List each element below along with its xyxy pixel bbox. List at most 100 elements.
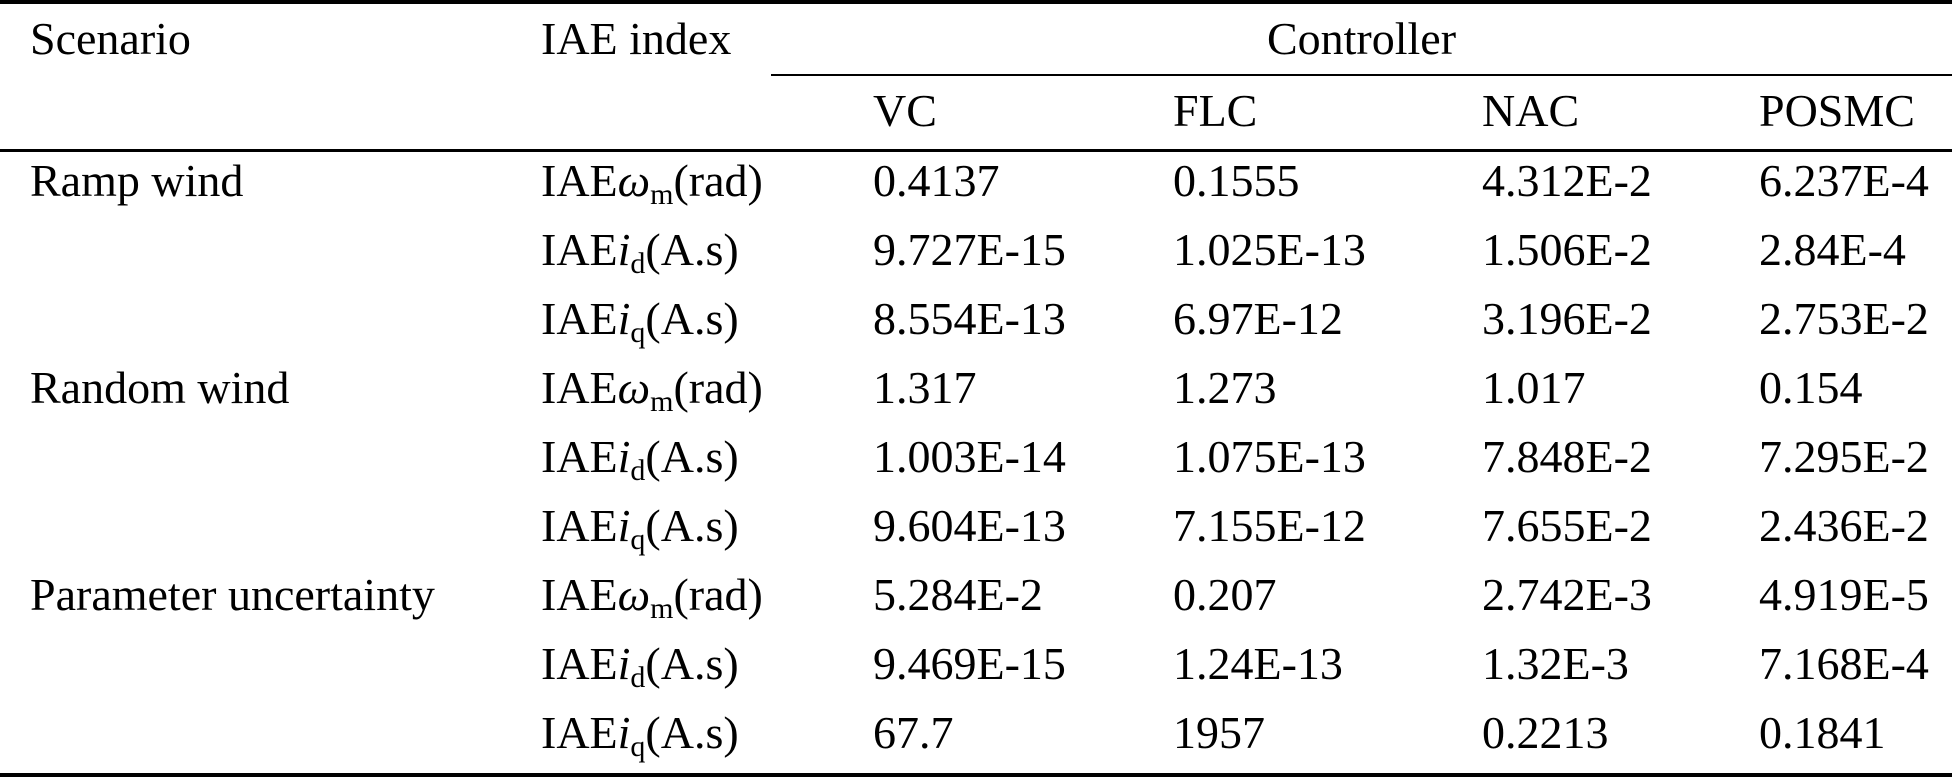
iae-index-label: IAEiq(A.s) [541, 707, 739, 763]
value-cell-flc: 1.075E-13 [1173, 431, 1366, 482]
col-header-nac: NAC [1482, 75, 1759, 152]
scenario-cell [0, 704, 541, 775]
table-body: Ramp wind IAEωm(rad) 0.4137 0.1555 4.312… [0, 151, 1952, 776]
table-row: IAEid(A.s) 9.469E-15 1.24E-13 1.32E-3 7.… [0, 635, 1952, 704]
iae-unit: (A.s) [645, 500, 739, 551]
iae-unit: (rad) [673, 362, 763, 413]
iae-subscript: m [650, 385, 674, 418]
scenario-cell: Ramp wind [0, 151, 541, 222]
iae-unit: (A.s) [645, 431, 739, 482]
iae-index-label: IAEωm(rad) [541, 569, 763, 625]
iae-prefix: IAE [541, 431, 618, 482]
value-cell-flc: 6.97E-12 [1173, 293, 1343, 344]
iae-prefix: IAE [541, 500, 618, 551]
iae-prefix: IAE [541, 638, 618, 689]
table-row: IAEiq(A.s) 8.554E-13 6.97E-12 3.196E-2 2… [0, 290, 1952, 359]
value-cell-posmc: 4.919E-5 [1759, 569, 1929, 620]
iae-index-cell: IAEωm(rad) [541, 566, 771, 635]
scenario-cell: Random wind [0, 359, 541, 428]
col-header-posmc: POSMC [1759, 75, 1952, 152]
iae-prefix: IAE [541, 293, 618, 344]
iae-subscript: m [650, 178, 674, 211]
value-cell-flc: 1957 [1173, 707, 1265, 758]
iae-index-cell: IAEiq(A.s) [541, 497, 771, 566]
iae-index-label: IAEid(A.s) [541, 431, 739, 487]
table-row: IAEid(A.s) 9.727E-15 1.025E-13 1.506E-2 … [0, 221, 1952, 290]
value-cell-vc: 5.284E-2 [873, 569, 1043, 620]
iae-symbol: i [617, 293, 631, 344]
value-cell-nac: 7.655E-2 [1482, 500, 1652, 551]
value-cell-vc: 1.317 [873, 362, 977, 413]
iae-unit: (rad) [673, 155, 763, 206]
table-row: Ramp wind IAEωm(rad) 0.4137 0.1555 4.312… [0, 151, 1952, 222]
value-cell-flc: 0.1555 [1173, 155, 1300, 206]
scenario-cell [0, 635, 541, 704]
iae-symbol: i [617, 500, 631, 551]
value-cell-posmc: 0.1841 [1759, 707, 1886, 758]
value-cell-vc: 1.003E-14 [873, 431, 1066, 482]
scenario-label: Random wind [30, 362, 290, 413]
iae-symbol: ω [617, 155, 651, 206]
iae-symbol: i [617, 638, 631, 689]
iae-unit: (A.s) [645, 638, 739, 689]
value-cell-posmc: 2.753E-2 [1759, 293, 1929, 344]
value-cell-nac: 2.742E-3 [1482, 569, 1652, 620]
iae-index-label: IAEid(A.s) [541, 638, 739, 694]
iae-prefix: IAE [541, 155, 618, 206]
iae-index-label: IAEωm(rad) [541, 155, 763, 211]
iae-index-cell: IAEωm(rad) [541, 359, 771, 428]
value-cell-posmc: 0.154 [1759, 362, 1863, 413]
iae-index-cell: IAEiq(A.s) [541, 704, 771, 775]
iae-subscript: d [630, 661, 646, 694]
table-row: IAEid(A.s) 1.003E-14 1.075E-13 7.848E-2 … [0, 428, 1952, 497]
value-cell-nac: 4.312E-2 [1482, 155, 1652, 206]
value-cell-flc: 1.273 [1173, 362, 1277, 413]
value-cell-flc: 1.24E-13 [1173, 638, 1343, 689]
value-cell-vc: 9.604E-13 [873, 500, 1066, 551]
iae-unit: (rad) [673, 569, 763, 620]
iae-index-label: IAEiq(A.s) [541, 293, 739, 349]
iae-index-cell: IAEωm(rad) [541, 151, 771, 222]
iae-unit: (A.s) [645, 707, 739, 758]
value-cell-flc: 7.155E-12 [1173, 500, 1366, 551]
scenario-cell: Parameter uncertainty [0, 566, 541, 635]
value-cell-vc: 8.554E-13 [873, 293, 1066, 344]
col-header-flc: FLC [1173, 75, 1482, 152]
iae-subscript: q [630, 523, 646, 556]
value-cell-nac: 3.196E-2 [1482, 293, 1652, 344]
iae-unit: (A.s) [645, 293, 739, 344]
iae-symbol: i [617, 431, 631, 482]
table-header: Scenario IAE index Controller VC FLC NAC… [0, 2, 1952, 152]
scenario-cell [0, 428, 541, 497]
value-cell-posmc: 2.436E-2 [1759, 500, 1929, 551]
value-cell-nac: 0.2213 [1482, 707, 1609, 758]
iae-symbol: ω [617, 569, 651, 620]
iae-subscript: d [630, 454, 646, 487]
value-cell-flc: 1.025E-13 [1173, 224, 1366, 275]
col-header-controller-group: Controller [771, 2, 1952, 76]
value-cell-nac: 1.32E-3 [1482, 638, 1629, 689]
iae-index-label: IAEid(A.s) [541, 224, 739, 280]
iae-symbol: ω [617, 362, 651, 413]
iae-unit: (A.s) [645, 224, 739, 275]
iae-prefix: IAE [541, 707, 618, 758]
table-row: IAEiq(A.s) 9.604E-13 7.155E-12 7.655E-2 … [0, 497, 1952, 566]
scenario-label: Ramp wind [30, 155, 244, 206]
iae-index-cell: IAEid(A.s) [541, 221, 771, 290]
value-cell-nac: 1.017 [1482, 362, 1586, 413]
iae-subscript: m [650, 592, 674, 625]
iae-subscript: q [630, 730, 646, 763]
value-cell-nac: 1.506E-2 [1482, 224, 1652, 275]
value-cell-nac: 7.848E-2 [1482, 431, 1652, 482]
value-cell-vc: 0.4137 [873, 155, 1000, 206]
iae-prefix: IAE [541, 569, 618, 620]
table-row: Random wind IAEωm(rad) 1.317 1.273 1.017… [0, 359, 1952, 428]
value-cell-posmc: 7.295E-2 [1759, 431, 1929, 482]
iae-subscript: q [630, 316, 646, 349]
table-row: IAEiq(A.s) 67.7 1957 0.2213 0.1841 [0, 704, 1952, 775]
iae-index-label: IAEωm(rad) [541, 362, 763, 418]
iae-index-cell: IAEid(A.s) [541, 635, 771, 704]
value-cell-flc: 0.207 [1173, 569, 1277, 620]
value-cell-posmc: 7.168E-4 [1759, 638, 1929, 689]
